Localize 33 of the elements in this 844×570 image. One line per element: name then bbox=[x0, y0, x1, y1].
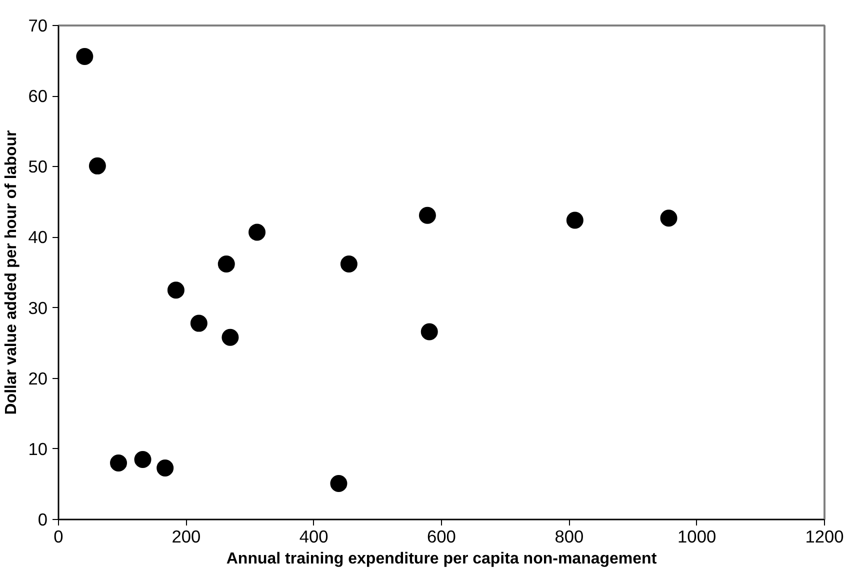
point bbox=[190, 314, 208, 332]
x-tick-label: 400 bbox=[299, 526, 328, 546]
point bbox=[330, 475, 348, 492]
point bbox=[660, 210, 678, 227]
x-axis-title: Annual training expenditure per capita non-management bbox=[226, 550, 658, 568]
point bbox=[76, 48, 94, 66]
point bbox=[420, 323, 438, 340]
x-tick-label: 600 bbox=[427, 526, 456, 546]
point bbox=[418, 206, 436, 224]
x-tick-label: 800 bbox=[554, 526, 584, 546]
x-tick-label: 0 bbox=[54, 526, 64, 546]
y-tick-label: 70 bbox=[28, 16, 48, 36]
y-tick-label: 40 bbox=[28, 227, 48, 248]
point bbox=[156, 460, 174, 476]
x-tick-label: 1000 bbox=[678, 526, 716, 546]
y-tick-label: 20 bbox=[28, 368, 48, 388]
y-tick-label: 10 bbox=[28, 438, 48, 459]
point bbox=[222, 328, 239, 346]
y-tick-label: 50 bbox=[28, 156, 48, 177]
point bbox=[340, 256, 358, 273]
y-tick-label: 60 bbox=[28, 86, 48, 106]
point bbox=[167, 282, 184, 299]
point bbox=[134, 451, 152, 468]
x-tick-label: 1200 bbox=[805, 526, 844, 546]
x-tick-label: 200 bbox=[172, 526, 201, 546]
point bbox=[88, 157, 106, 174]
point bbox=[248, 224, 266, 241]
point bbox=[566, 212, 584, 229]
point bbox=[218, 256, 235, 273]
point bbox=[110, 454, 128, 472]
y-axis-title: Dollar value added per hour of labour bbox=[3, 130, 20, 415]
y-tick-label: 30 bbox=[28, 298, 48, 318]
y-tick-label: 0 bbox=[38, 510, 48, 530]
